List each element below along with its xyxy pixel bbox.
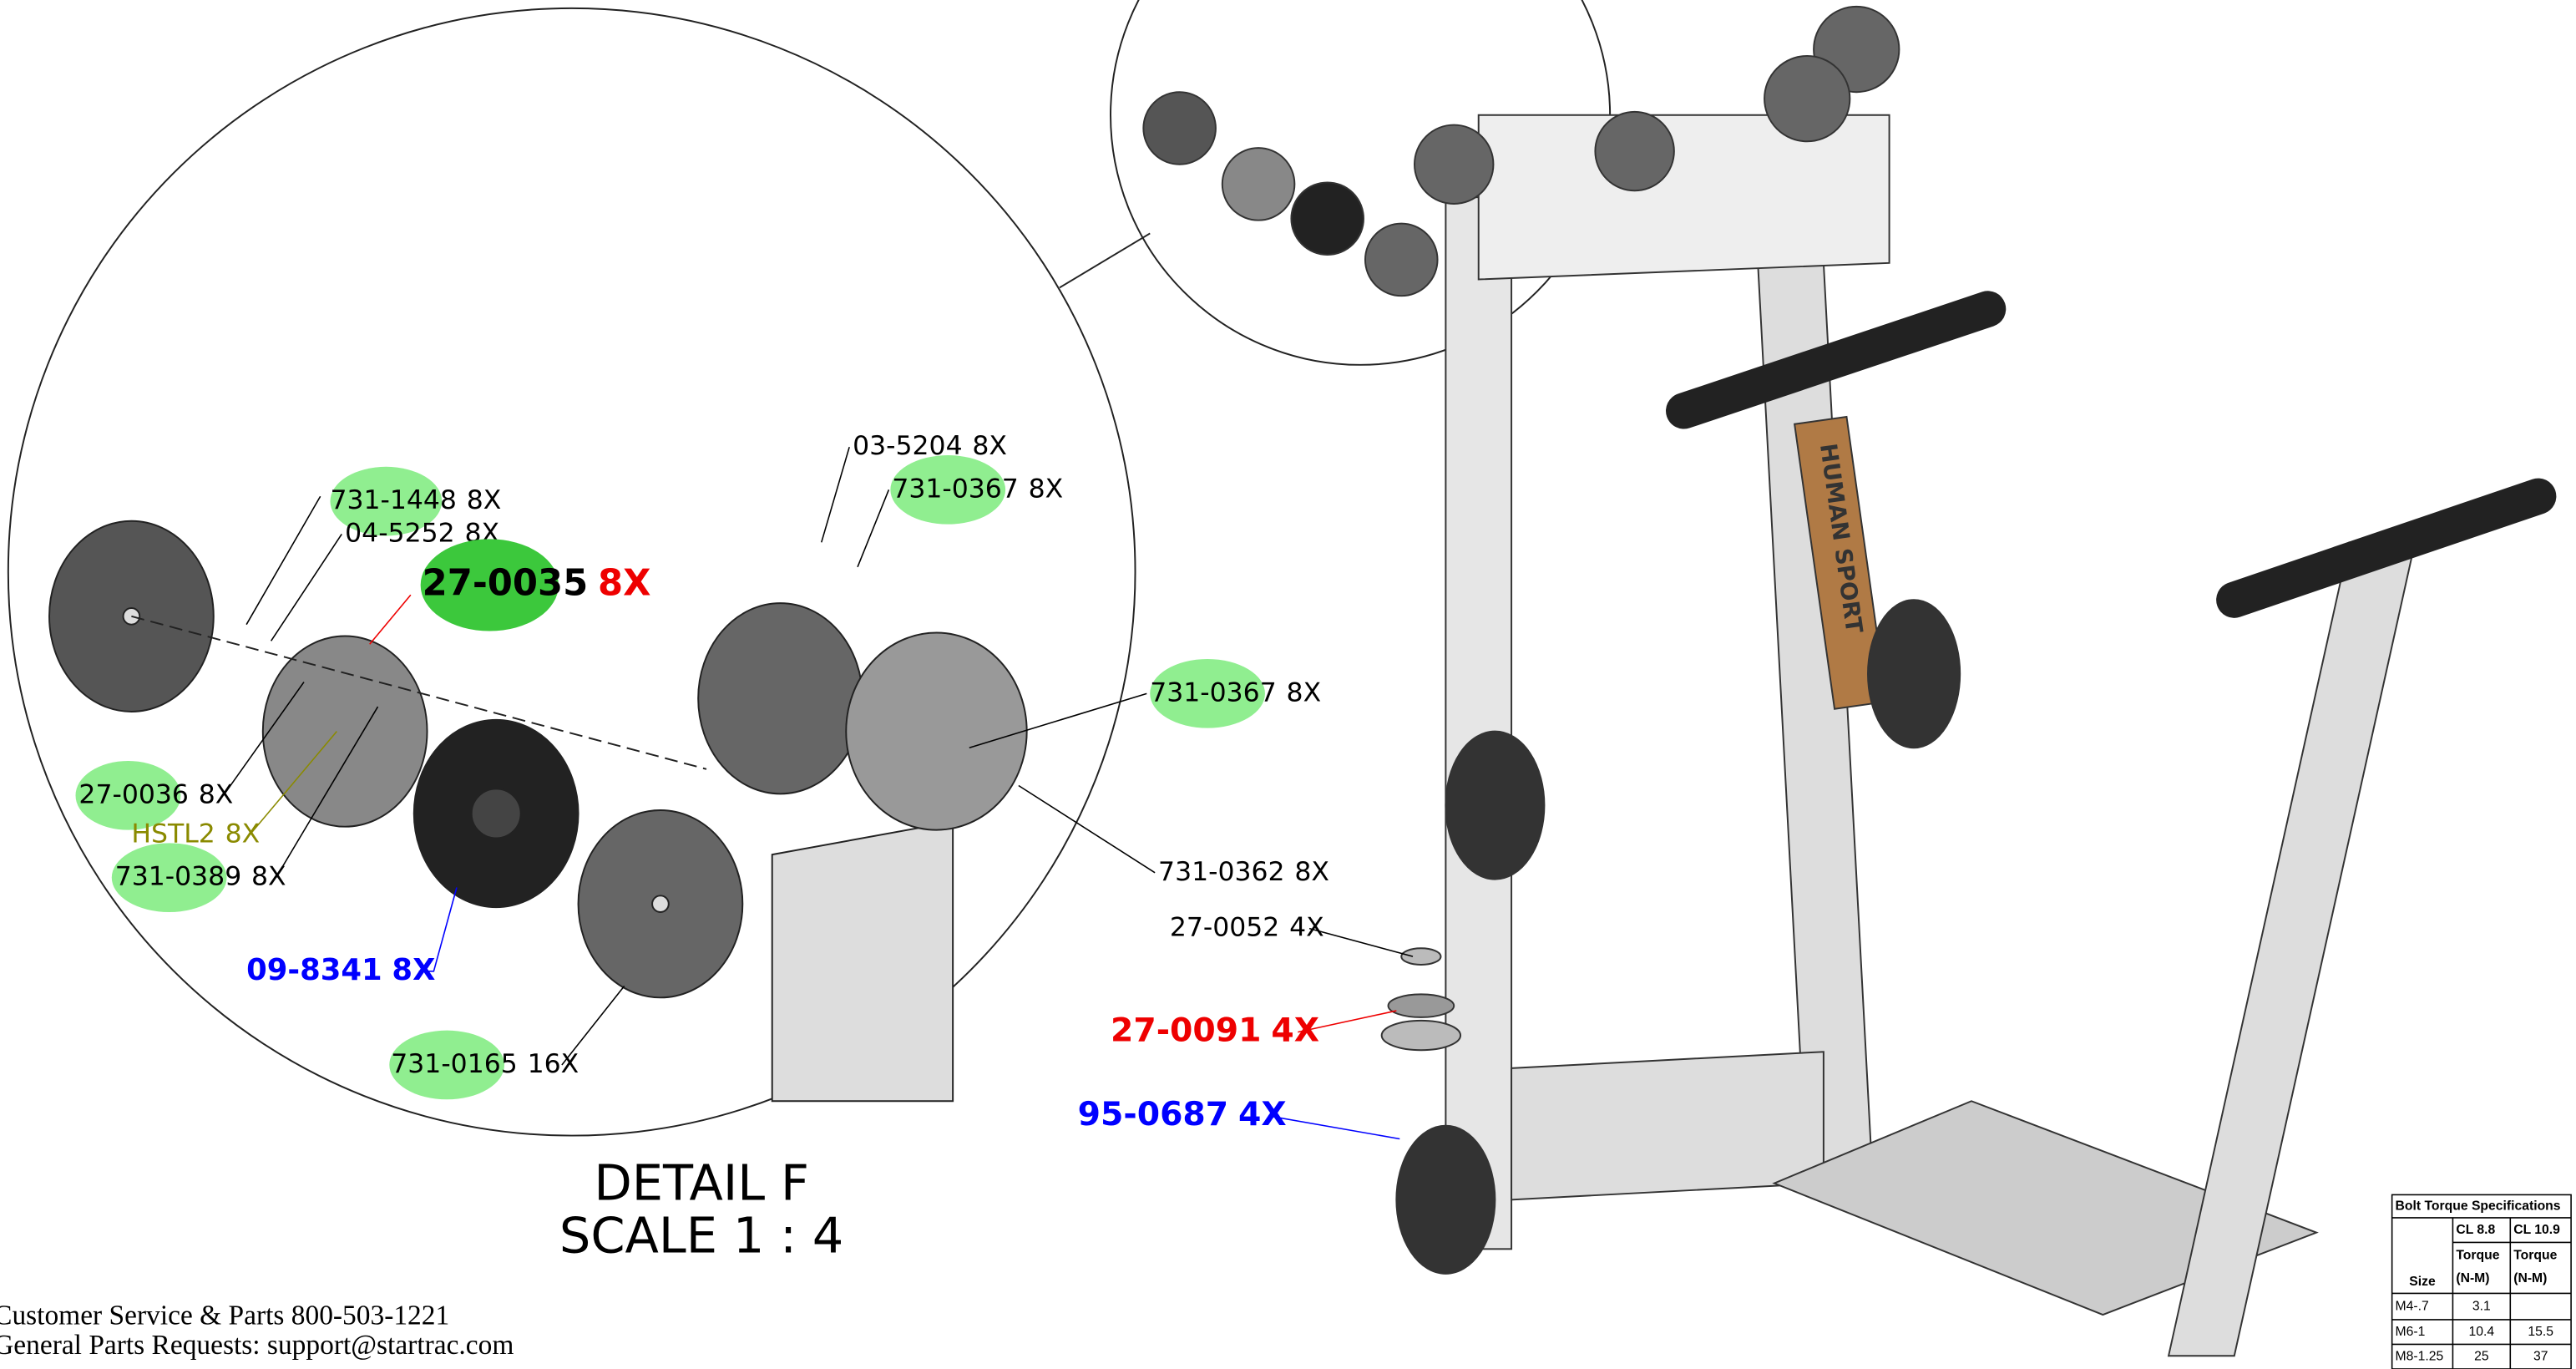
class-header: CL 8.8 xyxy=(2456,1223,2495,1237)
leader-line xyxy=(271,534,342,641)
frame-post xyxy=(1758,263,1873,1184)
washer xyxy=(1382,1021,1460,1050)
part-number: 95-0687 xyxy=(1078,1094,1229,1133)
pulley xyxy=(1222,148,1295,221)
torque-cell: 3.1 xyxy=(2472,1299,2491,1313)
part-number: 27-0091 xyxy=(1111,1011,1262,1049)
leader-line xyxy=(822,447,849,542)
callout: 731-0367 8X xyxy=(1150,677,1321,707)
hub xyxy=(472,788,521,838)
quantity: 8X xyxy=(392,953,435,987)
pulley xyxy=(1764,56,1850,141)
pulley xyxy=(1291,182,1364,255)
quantity: 8X xyxy=(467,485,502,515)
pulley xyxy=(1445,732,1544,880)
pulley xyxy=(1595,112,1673,190)
quantity: 4X xyxy=(1238,1094,1287,1133)
part-number: 04-5252 xyxy=(345,518,454,548)
size-cell: M4-.7 xyxy=(2396,1299,2429,1313)
quantity: 8X xyxy=(1287,677,1322,707)
quantity: 8X xyxy=(251,862,286,892)
torque-cell: 37 xyxy=(2533,1349,2548,1363)
part-number: 731-1448 xyxy=(330,485,457,515)
quantity: 8X xyxy=(1029,474,1064,504)
quantity: 4X xyxy=(1271,1011,1319,1049)
callout: 731-0362 8X xyxy=(1158,857,1329,887)
table-title: Bolt Torque Specifications xyxy=(2396,1199,2561,1213)
top-frame xyxy=(1479,115,1890,280)
pulley xyxy=(1396,1126,1495,1274)
frame-post xyxy=(1445,197,1511,1249)
page: HUMAN SPORT 731-14488X04-52528X27-00358X… xyxy=(0,0,2576,1369)
frame xyxy=(772,822,953,1101)
leader-line xyxy=(858,489,888,566)
quantity: 8X xyxy=(1294,857,1329,887)
quantity: 4X xyxy=(1289,913,1324,943)
pulley xyxy=(1868,600,1960,748)
callout: 731-1448 8X xyxy=(330,485,501,515)
part-number: 27-0052 xyxy=(1170,913,1279,943)
size-header: Size xyxy=(2409,1275,2436,1289)
quantity: 8X xyxy=(225,819,261,849)
callout: 09-8341 8X xyxy=(246,953,435,987)
leader-line xyxy=(370,595,411,644)
callout: 731-0165 16X xyxy=(391,1049,579,1079)
torque-header: (N-M) xyxy=(2513,1271,2547,1285)
torque-header: (N-M) xyxy=(2456,1271,2489,1285)
torque-cell: 25 xyxy=(2474,1349,2489,1363)
base-frame xyxy=(1511,1052,1824,1199)
part-number: 731-0367 xyxy=(1150,677,1277,707)
footer-line: Customer Service & Parts 800-503-1221 xyxy=(0,1301,449,1331)
size-cell: M6-1 xyxy=(2396,1325,2426,1339)
machine: HUMAN SPORT xyxy=(1143,7,2538,1356)
pulley xyxy=(1143,92,1216,165)
leader-line xyxy=(246,496,321,624)
class-header: CL 10.9 xyxy=(2513,1223,2560,1237)
bracket-plate xyxy=(846,633,1026,830)
pulley-cover xyxy=(698,603,863,794)
pulley xyxy=(1365,224,1438,297)
quantity: 8X xyxy=(598,562,650,604)
part-number: 27-0036 xyxy=(78,779,188,809)
part-number: 27-0035 xyxy=(423,562,589,604)
torque-cell: 15.5 xyxy=(2528,1325,2553,1339)
quantity: 8X xyxy=(972,431,1007,461)
torque-cell: 10.4 xyxy=(2469,1325,2495,1339)
part-number: 731-0367 xyxy=(892,474,1019,504)
callout: 27-0052 4X xyxy=(1170,913,1324,943)
torque-header: Torque xyxy=(2513,1248,2557,1262)
leader-line xyxy=(1268,1116,1399,1139)
detail-scale: SCALE 1 : 4 xyxy=(559,1207,843,1265)
drawing: HUMAN SPORT 731-14488X04-52528X27-00358X… xyxy=(0,0,2576,1369)
leader-line xyxy=(1309,929,1413,956)
nut xyxy=(1401,948,1440,965)
callout: 27-0036 8X xyxy=(78,779,233,809)
part-number: 09-8341 xyxy=(246,953,382,987)
part-number: 731-0362 xyxy=(1158,857,1285,887)
hub xyxy=(652,895,669,912)
callout: 731-0367 8X xyxy=(892,474,1063,504)
footer-line: General Parts Requests: support@startrac… xyxy=(0,1330,514,1361)
size-cell: M8-1.25 xyxy=(2396,1349,2444,1363)
part-number: 731-0165 xyxy=(391,1049,518,1079)
callout: 731-0389 8X xyxy=(115,862,286,892)
part-number: 731-0389 xyxy=(115,862,242,892)
pulley xyxy=(1415,125,1493,204)
torque-header: Torque xyxy=(2456,1248,2499,1262)
washer xyxy=(1389,994,1455,1017)
quantity: 16X xyxy=(528,1049,579,1079)
detail-title: DETAIL F xyxy=(594,1154,809,1212)
torque-table: Bolt Torque Specifications Size CL 8.8 Torq… xyxy=(2392,1194,2571,1369)
handle xyxy=(1684,309,1988,411)
bracket-plate xyxy=(263,636,428,826)
detail-link xyxy=(1060,233,1150,287)
quantity: 8X xyxy=(199,779,234,809)
